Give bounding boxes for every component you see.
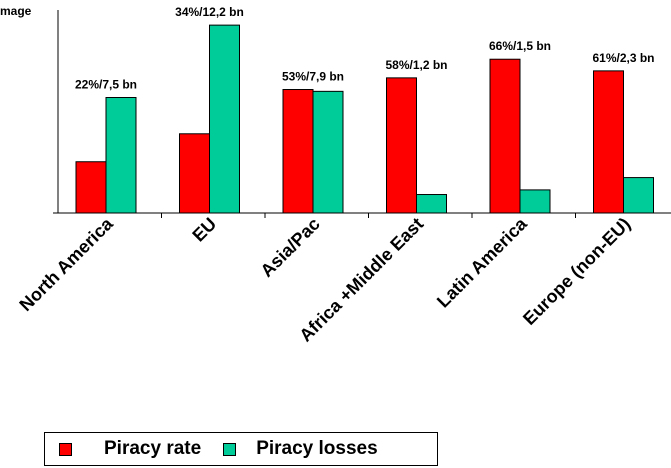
legend-label-piracy-rate: Piracy rate bbox=[104, 438, 202, 459]
category-label-north-america: North America bbox=[15, 213, 117, 315]
bar-piracy-losses-asia-pac bbox=[312, 90, 344, 214]
category-label-europe-non-eu: Europe (non-EU) bbox=[519, 214, 634, 329]
bar-piracy-rate-latin-america bbox=[489, 58, 521, 214]
corner-label: mage bbox=[0, 4, 32, 18]
legend-label-piracy-losses: Piracy losses bbox=[256, 438, 378, 459]
piracy-bar-chart: mage 22%/7,5 bn 34%/12,2 bn 53%/7,9 bn 58%/… bbox=[0, 4, 671, 346]
bar-piracy-rate-eu bbox=[179, 133, 210, 214]
bar-piracy-losses-africa-middle-east bbox=[416, 194, 447, 214]
bar-piracy-losses-north-america bbox=[105, 97, 137, 214]
category-label-asia-pac: Asia/Pac bbox=[257, 214, 324, 281]
legend: Piracy rate Piracy losses bbox=[44, 432, 438, 466]
legend-item-piracy-losses: Piracy losses bbox=[223, 433, 378, 465]
bar-piracy-rate-asia-pac bbox=[282, 89, 314, 214]
bar-piracy-rate-europe-non-eu bbox=[593, 70, 624, 214]
legend-swatch-piracy-losses bbox=[223, 442, 237, 456]
annotation-north-america: 22%/7,5 bn bbox=[75, 78, 137, 92]
bar-piracy-losses-latin-america bbox=[519, 189, 551, 214]
bar-piracy-losses-eu bbox=[209, 24, 240, 214]
legend-swatch-piracy-rate bbox=[59, 442, 72, 456]
bar-piracy-losses-europe-non-eu bbox=[623, 177, 654, 214]
bar-piracy-rate-north-america bbox=[75, 161, 107, 214]
category-label-latin-america: Latin America bbox=[433, 213, 532, 312]
annotation-eu: 34%/12,2 bn bbox=[175, 5, 244, 19]
annotation-europe-non-eu: 61%/2,3 bn bbox=[592, 51, 654, 65]
annotation-africa-middle-east: 58%/1,2 bn bbox=[385, 58, 447, 72]
legend-item-piracy-rate: Piracy rate bbox=[59, 433, 201, 465]
annotation-latin-america: 66%/1,5 bn bbox=[489, 39, 551, 53]
annotation-asia-pac: 53%/7,9 bn bbox=[282, 70, 344, 84]
bar-piracy-rate-africa-middle-east bbox=[386, 77, 417, 214]
category-label-eu: EU bbox=[188, 214, 220, 246]
